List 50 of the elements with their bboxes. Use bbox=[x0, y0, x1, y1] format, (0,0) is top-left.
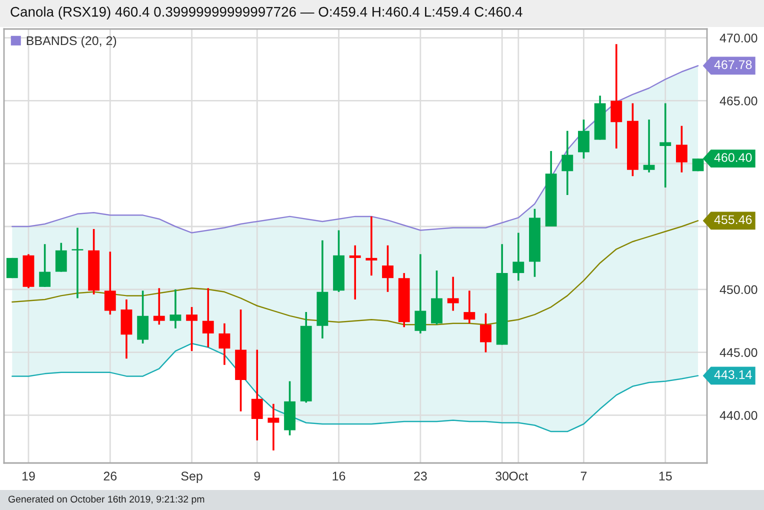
x-tick-label: 15 bbox=[659, 472, 672, 481]
x-tick-label: 30 bbox=[496, 472, 509, 481]
candlestick bbox=[480, 312, 492, 354]
candlestick bbox=[366, 216, 378, 276]
y-tick-label: 465.00 bbox=[720, 96, 758, 106]
candlestick bbox=[251, 348, 263, 442]
candlestick bbox=[39, 243, 51, 288]
candlestick bbox=[55, 242, 67, 273]
y-tick-label: 445.00 bbox=[720, 348, 758, 357]
x-tick-label: 7 bbox=[580, 472, 587, 480]
x-tick-label: 19 bbox=[22, 472, 35, 481]
candlestick bbox=[382, 244, 394, 293]
candlestick bbox=[447, 276, 459, 312]
chart-title: Canola (RSX19) 460.4 0.39999999999997726 — O:459.4 H:460.4 L:459.4 C:460.4 bbox=[10, 6, 522, 20]
candlestick bbox=[512, 232, 524, 282]
text: 460.40 bbox=[714, 153, 752, 162]
line-series bbox=[12, 65, 699, 234]
candlestick bbox=[676, 124, 688, 174]
candlestick bbox=[170, 288, 182, 330]
candlestick bbox=[610, 43, 622, 150]
legend-label: BBANDS (20, 2) bbox=[26, 36, 116, 48]
candlestick bbox=[268, 402, 280, 452]
y-tick-label: 450.00 bbox=[720, 285, 758, 294]
candlestick bbox=[153, 287, 165, 326]
data-label: 467.78 bbox=[714, 60, 752, 70]
candlestick bbox=[562, 130, 574, 196]
candlestick bbox=[660, 102, 672, 188]
y-tick-label: 470.00 bbox=[720, 34, 758, 42]
line-series bbox=[12, 342, 699, 432]
text: Generated on October 16th 2019, 9:21:32 pm bbox=[8, 495, 204, 505]
candlestick bbox=[578, 118, 590, 160]
candlestick bbox=[104, 250, 116, 316]
data-label: 443.14 bbox=[714, 370, 752, 380]
candlestick bbox=[72, 226, 84, 300]
x-tick-label: 9 bbox=[254, 472, 260, 481]
candlestick bbox=[464, 290, 476, 324]
x-tick-label: Sep bbox=[181, 472, 202, 483]
x-tick-label: Oct bbox=[509, 472, 528, 481]
candlestick bbox=[414, 253, 426, 334]
x-tick-label: 23 bbox=[414, 472, 427, 481]
x-tick-label: 16 bbox=[332, 472, 346, 481]
x-tick-label: 26 bbox=[104, 472, 117, 481]
candlestick bbox=[202, 287, 214, 348]
candlestick bbox=[218, 322, 230, 366]
candlestick bbox=[349, 244, 361, 300]
candlestick bbox=[186, 306, 198, 352]
data-label: 455.46 bbox=[714, 215, 752, 224]
candlestick bbox=[643, 118, 655, 174]
candlestick bbox=[137, 290, 149, 344]
y-tick-label: 440.00 bbox=[720, 411, 758, 420]
